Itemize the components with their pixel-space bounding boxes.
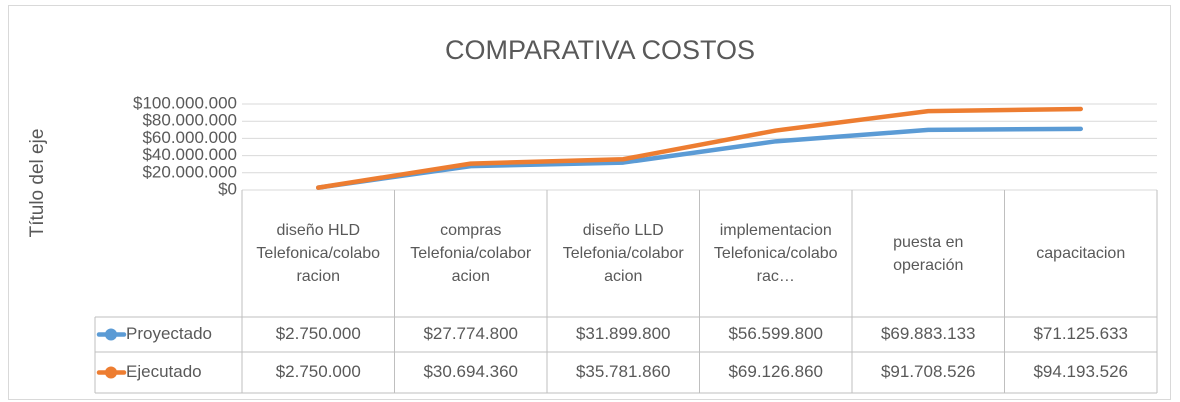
chart-frame	[8, 5, 1171, 400]
x-tick-label: implementacion Telefonica/colaborac…	[713, 222, 838, 285]
legend-label: Proyectado	[126, 324, 212, 343]
category-cell: capacitacion	[1036, 245, 1126, 262]
category-cell: compras Telefonia/colaboracion	[410, 222, 532, 285]
legend-label: Ejecutado	[126, 362, 202, 381]
category-cell: implementacion Telefonica/colaborac…	[713, 222, 838, 285]
table-value: $31.899.800	[576, 324, 671, 343]
table-value: $30.694.360	[423, 362, 518, 381]
category-cell: puesta en operación	[893, 233, 964, 274]
y-tick-label: $60.000.000	[142, 128, 237, 147]
table-value: $2.750.000	[276, 324, 361, 343]
table-value: $56.599.800	[728, 324, 823, 343]
y-tick-label: $20.000.000	[142, 162, 237, 181]
x-tick-label: diseño LLD Telefonia/colaboracion	[562, 222, 684, 285]
x-tick-label: compras Telefonia/colaboracion	[410, 222, 532, 285]
table-value: $71.125.633	[1033, 324, 1128, 343]
y-tick-label: $0	[218, 179, 237, 198]
chart-title: COMPARATIVA COSTOS	[445, 35, 755, 65]
legend-key-marker	[105, 366, 117, 379]
x-tick-label: diseño HLD Telefonica/colaboracion	[256, 222, 381, 285]
x-tick-label: puesta en operación	[893, 233, 964, 274]
x-tick-label: capacitacion	[1036, 245, 1126, 262]
table-value: $27.774.800	[423, 324, 518, 343]
category-cell: diseño LLD Telefonia/colaboracion	[562, 222, 684, 285]
table-value: $91.708.526	[881, 362, 976, 381]
table-value: $2.750.000	[276, 362, 361, 381]
y-tick-label: $80.000.000	[142, 111, 237, 130]
y-axis-title: Título del eje	[27, 129, 48, 238]
table-value: $94.193.526	[1033, 362, 1128, 381]
legend-key-marker	[105, 328, 117, 341]
series-line	[316, 106, 1083, 190]
table-value: $69.883.133	[881, 324, 976, 343]
table-value: $35.781.860	[576, 362, 671, 381]
y-tick-label: $40.000.000	[142, 145, 237, 164]
category-cell: diseño HLD Telefonica/colaboracion	[256, 222, 381, 285]
y-tick-label: $100.000.000	[133, 93, 237, 112]
table-value: $69.126.860	[728, 362, 823, 381]
